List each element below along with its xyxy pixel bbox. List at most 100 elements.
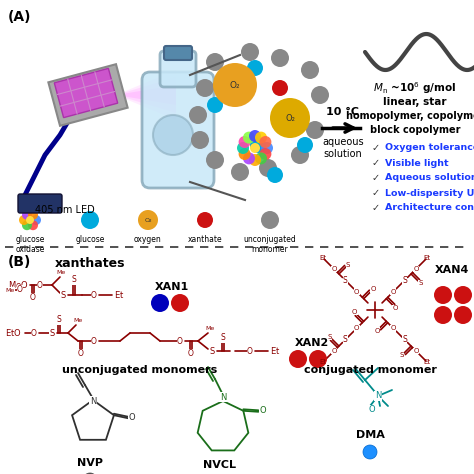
Circle shape (454, 286, 472, 304)
Circle shape (22, 220, 32, 230)
Text: O: O (374, 328, 380, 334)
Text: ✓: ✓ (372, 143, 380, 153)
Text: S: S (72, 275, 76, 284)
Text: $\it{M}$$_\mathrm{n}$ ~10$^{6}$ g/mol: $\it{M}$$_\mathrm{n}$ ~10$^{6}$ g/mol (374, 80, 456, 96)
Text: linear, star: linear, star (383, 97, 447, 107)
Circle shape (259, 159, 277, 177)
Text: O: O (393, 305, 398, 311)
Circle shape (309, 350, 327, 368)
Circle shape (238, 148, 251, 160)
Circle shape (259, 136, 272, 148)
Text: O: O (354, 289, 359, 295)
Text: S: S (400, 352, 404, 358)
Text: S: S (210, 346, 215, 356)
Text: S: S (56, 316, 61, 325)
Text: S: S (402, 276, 407, 285)
Circle shape (306, 121, 324, 139)
Text: Et: Et (423, 359, 430, 365)
Circle shape (311, 86, 329, 104)
FancyBboxPatch shape (164, 46, 192, 60)
Text: ✓: ✓ (372, 173, 380, 183)
Text: N: N (220, 392, 226, 401)
Circle shape (259, 148, 272, 160)
Text: S: S (343, 335, 347, 344)
Text: O: O (259, 406, 265, 415)
Text: DMA: DMA (356, 430, 384, 440)
Circle shape (213, 63, 257, 107)
Circle shape (153, 115, 193, 155)
Text: Low-dispersity UHMW: Low-dispersity UHMW (385, 189, 474, 198)
Circle shape (207, 97, 223, 113)
Text: O: O (354, 325, 359, 331)
Circle shape (249, 130, 261, 142)
Text: ✓: ✓ (372, 203, 380, 213)
Text: O: O (413, 266, 419, 272)
Text: Architecture control: Architecture control (385, 203, 474, 212)
Text: O₂: O₂ (230, 81, 240, 90)
Text: XAN2: XAN2 (295, 338, 329, 348)
Circle shape (81, 211, 99, 229)
Text: aqueous
solution: aqueous solution (322, 137, 364, 159)
Text: 10 °C: 10 °C (327, 107, 359, 117)
Text: glucose
oxidase: glucose oxidase (15, 235, 45, 255)
Text: Me: Me (73, 319, 82, 323)
Circle shape (243, 132, 255, 144)
Text: S: S (418, 280, 422, 286)
Circle shape (238, 136, 251, 148)
Text: S: S (49, 328, 55, 337)
Text: O: O (331, 348, 337, 354)
Text: O: O (91, 337, 97, 346)
Circle shape (206, 53, 224, 71)
Text: 405 nm LED: 405 nm LED (35, 205, 95, 215)
Text: (A): (A) (8, 10, 31, 24)
Circle shape (363, 445, 377, 459)
Text: O: O (247, 346, 253, 356)
Circle shape (271, 49, 289, 67)
Circle shape (272, 80, 288, 96)
Text: XAN4: XAN4 (435, 265, 469, 275)
Text: O: O (30, 293, 36, 302)
Text: S: S (60, 291, 65, 300)
Polygon shape (116, 70, 176, 120)
Circle shape (255, 153, 267, 164)
Text: XAN1: XAN1 (155, 282, 189, 292)
Circle shape (247, 60, 263, 76)
Text: $\rm Et$: $\rm Et$ (270, 346, 281, 356)
Circle shape (255, 132, 267, 144)
Circle shape (250, 143, 260, 153)
Circle shape (31, 215, 41, 225)
Circle shape (454, 306, 472, 324)
Circle shape (261, 142, 273, 154)
Text: O: O (91, 291, 97, 300)
Text: O: O (37, 281, 43, 290)
Circle shape (237, 142, 249, 154)
Text: (B): (B) (8, 255, 31, 269)
Circle shape (241, 43, 259, 61)
Circle shape (197, 212, 213, 228)
Text: O: O (369, 405, 375, 414)
Text: $\rm MeO$: $\rm MeO$ (8, 280, 28, 291)
Circle shape (26, 216, 34, 224)
Circle shape (291, 146, 309, 164)
Text: Et: Et (320, 255, 327, 261)
Text: xanthates: xanthates (55, 257, 126, 270)
Circle shape (28, 210, 38, 220)
Text: $\rm Et$: $\rm Et$ (114, 290, 124, 301)
Text: xanthate: xanthate (188, 235, 222, 244)
Circle shape (267, 167, 283, 183)
Text: homopolymer, copolymer: homopolymer, copolymer (346, 111, 474, 121)
Text: Et: Et (423, 255, 430, 261)
Text: Aqueous solution: Aqueous solution (385, 173, 474, 182)
Text: O: O (128, 413, 135, 422)
Text: S: S (402, 335, 407, 344)
Text: unconjugated monomers: unconjugated monomers (63, 365, 218, 375)
Text: N: N (375, 392, 381, 401)
Text: NVCL: NVCL (203, 460, 237, 470)
Text: O: O (78, 349, 84, 358)
Circle shape (243, 153, 255, 164)
Polygon shape (116, 85, 176, 105)
Text: O: O (391, 325, 396, 331)
Circle shape (231, 163, 249, 181)
Circle shape (171, 294, 189, 312)
Polygon shape (116, 77, 176, 113)
